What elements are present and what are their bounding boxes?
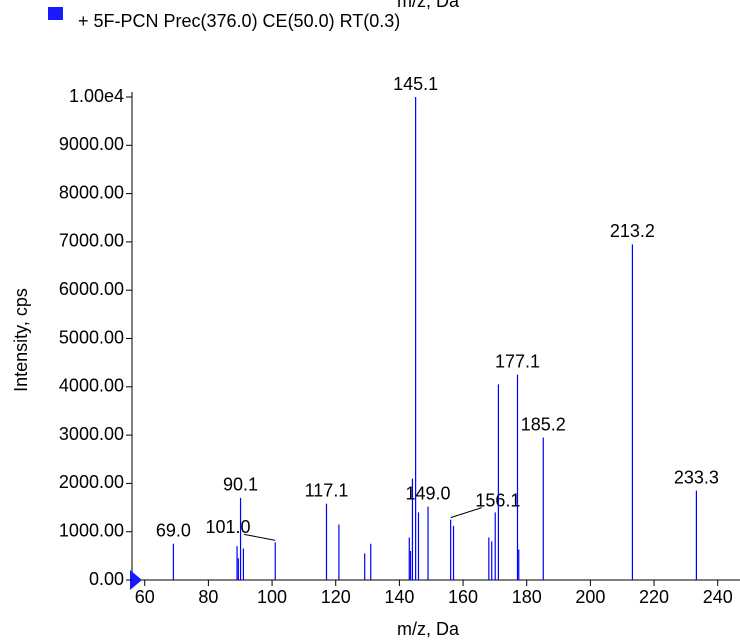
x-axis-label: m/z, Da: [397, 619, 460, 639]
peak-label: 233.3: [674, 467, 719, 487]
peak-label: 185.2: [521, 414, 566, 434]
y-tick-label: 7000.00: [59, 231, 124, 251]
top-label: m/z, Da: [397, 0, 460, 11]
peak-label: 101.0: [206, 517, 251, 537]
legend-label: + 5F-PCN Prec(376.0) CE(50.0) RT(0.3): [78, 11, 400, 31]
x-tick-label: 120: [321, 587, 351, 607]
y-tick-label: 1.00e4: [69, 86, 124, 106]
x-tick-label: 100: [257, 587, 287, 607]
y-tick-label: 9000.00: [59, 134, 124, 154]
x-tick-label: 180: [512, 587, 542, 607]
legend-swatch: [48, 7, 63, 20]
y-axis-label: Intensity, cps: [11, 288, 31, 392]
y-tick-label: 1000.00: [59, 520, 124, 540]
x-tick-label: 220: [639, 587, 669, 607]
x-tick-label: 200: [575, 587, 605, 607]
y-tick-label: 2000.00: [59, 472, 124, 492]
y-tick-label: 0.00: [89, 569, 124, 589]
y-tick-label: 5000.00: [59, 327, 124, 347]
x-tick-label: 160: [448, 587, 478, 607]
peak-label: 177.1: [495, 351, 540, 371]
leader-line: [450, 507, 482, 519]
x-tick-label: 80: [198, 587, 218, 607]
x-tick-label: 240: [703, 587, 733, 607]
peak-label: 90.1: [223, 475, 258, 495]
x-tick-label: 140: [384, 587, 414, 607]
y-tick-label: 3000.00: [59, 424, 124, 444]
peak-label: 69.0: [156, 521, 191, 541]
leader-line: [243, 533, 276, 541]
y-tick-label: 6000.00: [59, 279, 124, 299]
x-tick-label: 60: [135, 587, 155, 607]
peak-label: 117.1: [305, 480, 349, 500]
y-tick-label: 8000.00: [59, 182, 124, 202]
y-tick-label: 4000.00: [59, 376, 124, 396]
peak-label: 149.0: [406, 483, 451, 503]
peak-label: 145.1: [393, 74, 438, 94]
peak-label: 213.2: [610, 221, 655, 241]
origin-marker: [130, 570, 142, 590]
